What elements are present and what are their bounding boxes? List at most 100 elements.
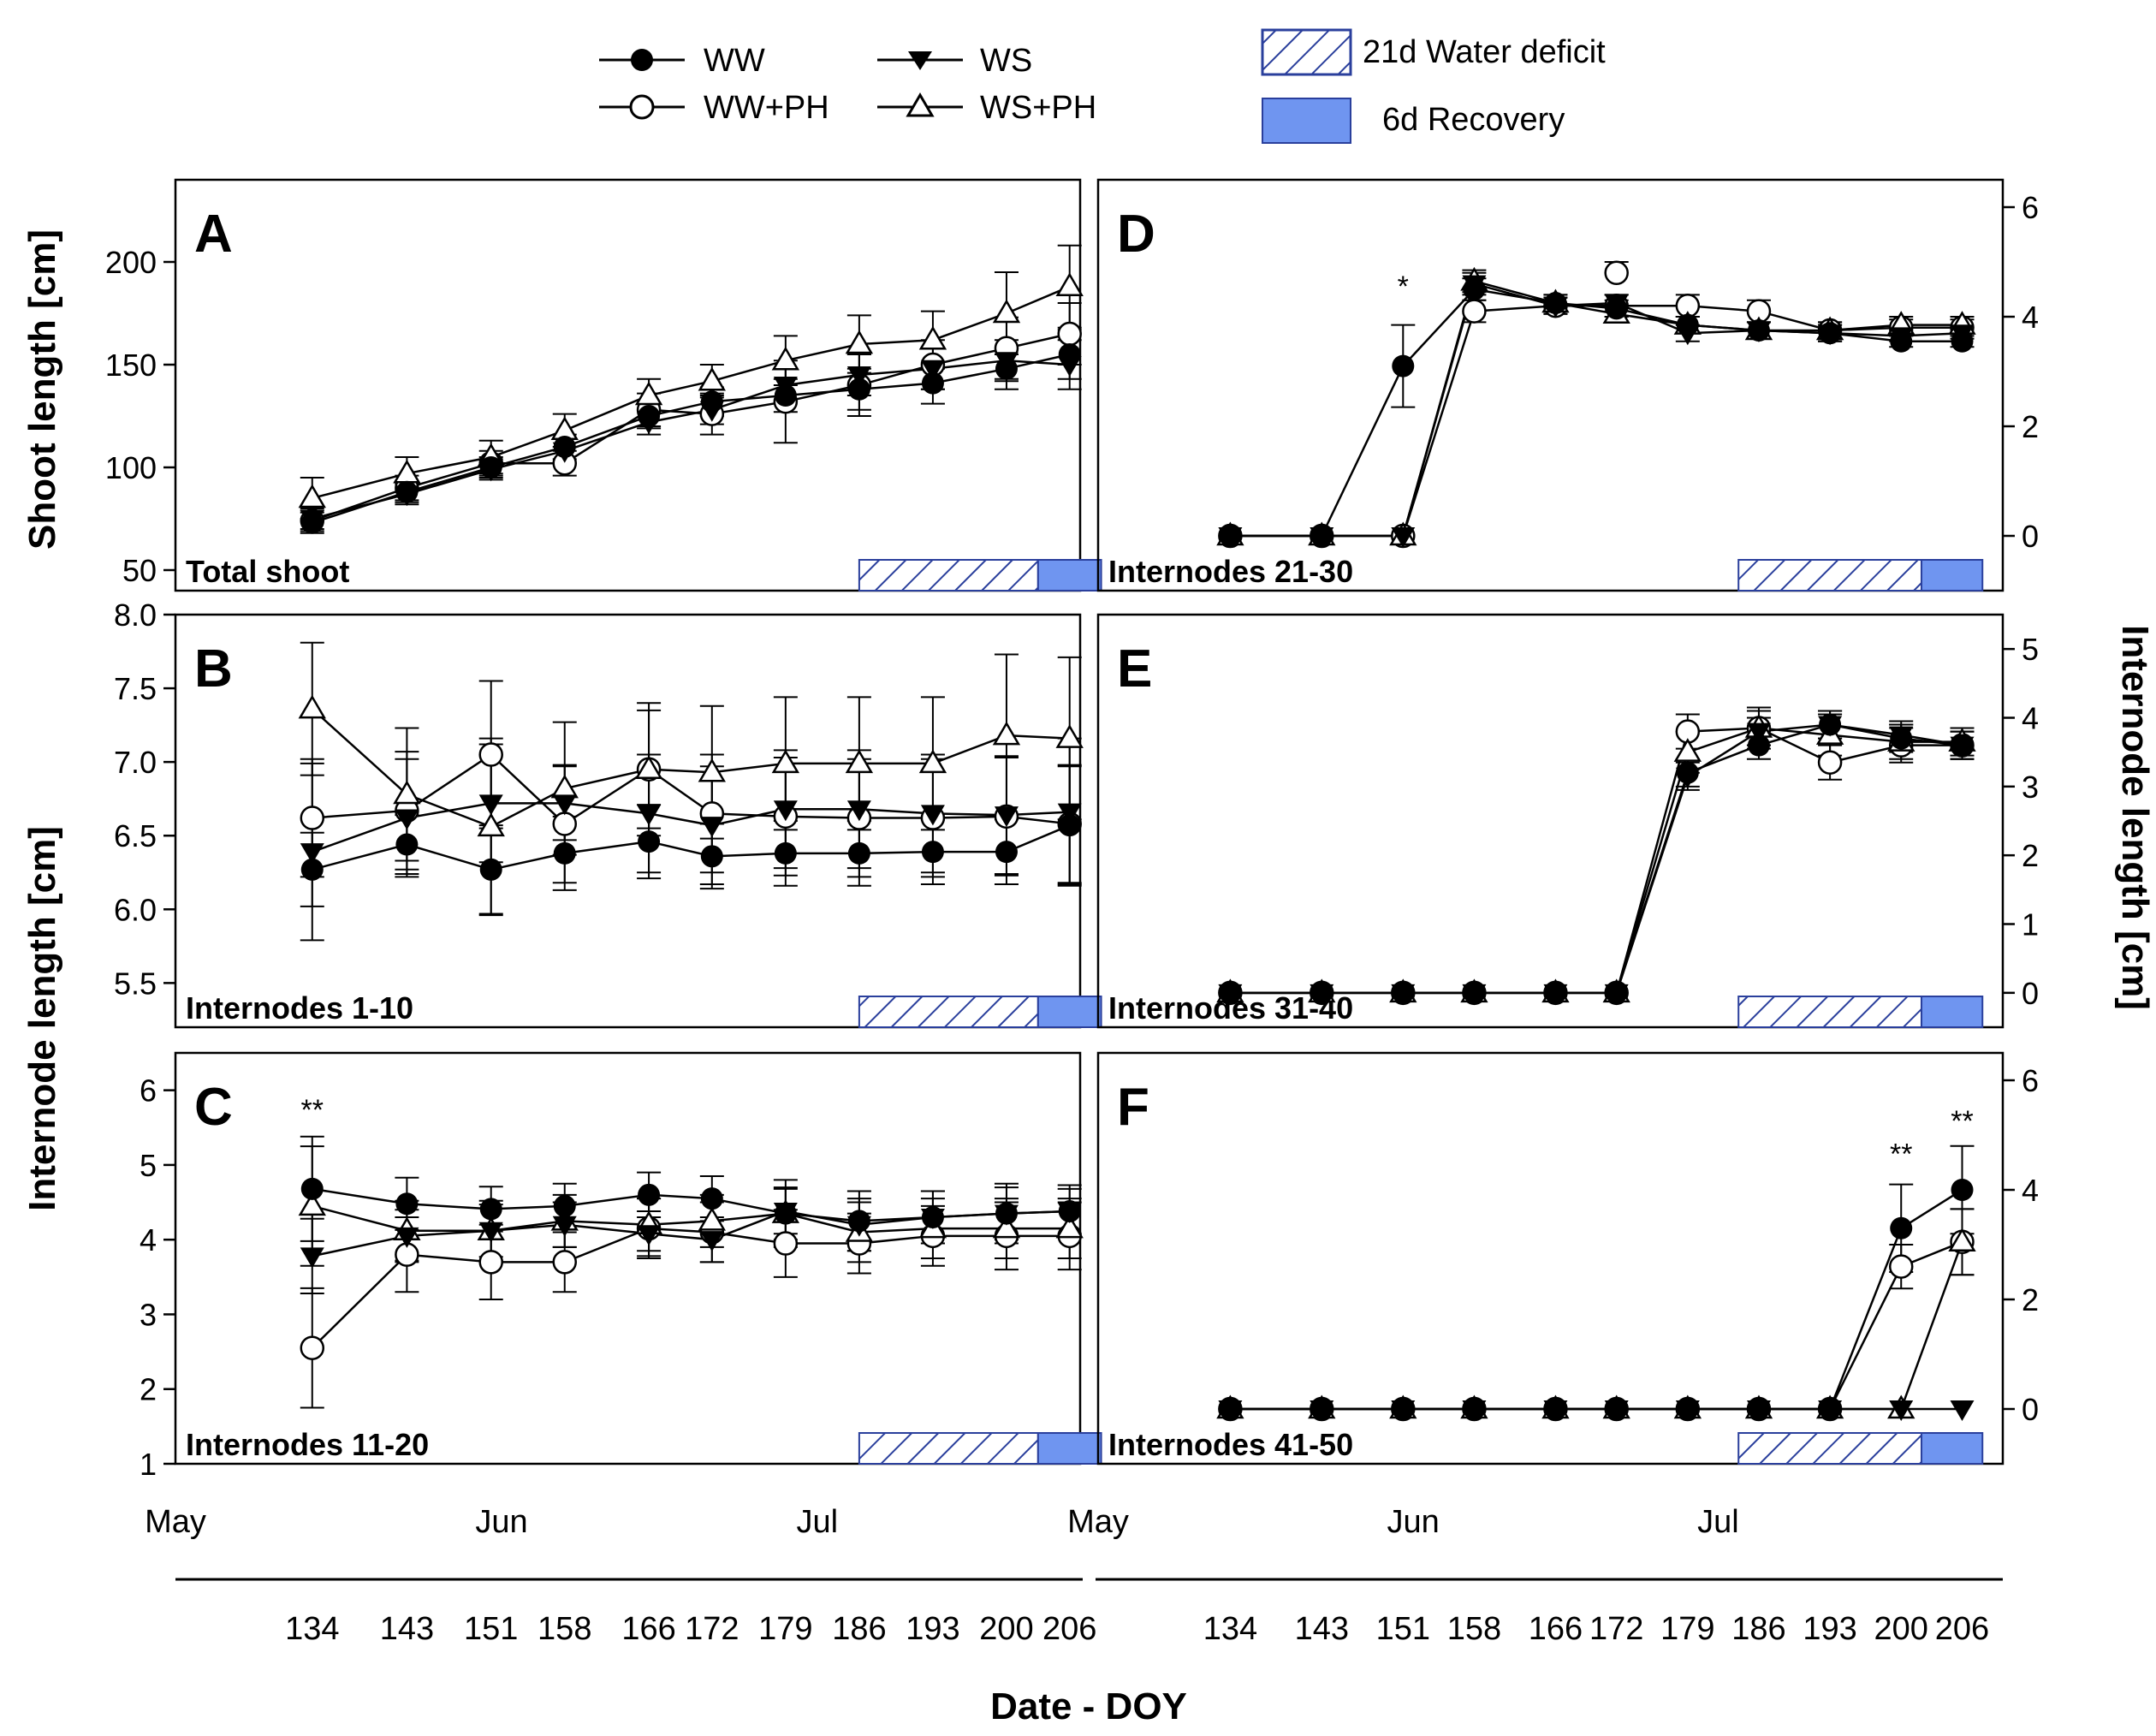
marker-ww-ph bbox=[1888, 1254, 1914, 1279]
marker-ww bbox=[638, 405, 661, 427]
series-line-ww-ph bbox=[312, 332, 1070, 522]
marker-ws-ph bbox=[771, 346, 800, 371]
doy-label-left: 166 bbox=[621, 1611, 675, 1647]
marker-ww bbox=[1951, 1179, 1974, 1201]
marker-ww bbox=[1219, 525, 1242, 547]
marker-ws-ph bbox=[698, 758, 727, 782]
month-label-right: May bbox=[1067, 1504, 1129, 1540]
marker-ww bbox=[553, 436, 576, 458]
series-line-ww bbox=[1230, 1188, 1963, 1411]
marker-ws-ph bbox=[845, 330, 874, 354]
marker-ws-ph bbox=[393, 780, 421, 805]
series-line-ww bbox=[1230, 723, 1963, 995]
recovery-bar bbox=[1036, 996, 1102, 1028]
marker-ww bbox=[847, 378, 870, 401]
marker-ws bbox=[994, 806, 1019, 828]
recovery-bar bbox=[1920, 559, 1984, 592]
doy-label-left: 179 bbox=[758, 1611, 812, 1647]
legend-label-ws-ph: WS+PH bbox=[980, 90, 1096, 126]
marker-ws-ph bbox=[992, 299, 1021, 324]
marker-ws-ph bbox=[992, 1214, 1021, 1239]
panel-frame bbox=[174, 178, 1082, 592]
doy-label-right: 143 bbox=[1295, 1611, 1349, 1647]
marker-ws-ph bbox=[992, 721, 1021, 746]
marker-ws bbox=[395, 809, 419, 830]
marker-ww bbox=[1310, 525, 1333, 547]
marker-ws-ph bbox=[918, 749, 947, 774]
marker-ww bbox=[638, 1183, 661, 1206]
month-label-left: Jul bbox=[796, 1504, 838, 1540]
y-tick-label: 6 bbox=[2022, 1063, 2039, 1098]
marker-ws-ph bbox=[1055, 272, 1084, 297]
marker-ws-ph bbox=[634, 381, 663, 406]
marker-ws bbox=[846, 800, 871, 822]
doy-label-right: 193 bbox=[1803, 1611, 1856, 1647]
legend-label-ww-ph: WW+PH bbox=[704, 90, 829, 126]
marker-ww bbox=[1676, 313, 1699, 336]
y-tick-label: 5.5 bbox=[114, 966, 157, 1001]
doy-label-right: 206 bbox=[1935, 1611, 1989, 1647]
panel-frame bbox=[1096, 1051, 2005, 1465]
y-tick-label: 6 bbox=[2022, 190, 2039, 225]
panel-subtitle: Total shoot bbox=[186, 554, 349, 589]
marker-ws bbox=[920, 360, 945, 381]
doy-label-left: 151 bbox=[464, 1611, 518, 1647]
marker-ww bbox=[1058, 814, 1081, 837]
panel-subtitle: Internodes 41-50 bbox=[1108, 1427, 1353, 1462]
y-tick-label: 3 bbox=[2022, 770, 2039, 805]
x-axis-title: Date - DOY bbox=[990, 1685, 1187, 1727]
marker-ww bbox=[1058, 343, 1081, 366]
marker-ww bbox=[553, 841, 576, 865]
recovery-bar bbox=[1920, 996, 1984, 1028]
marker-ws bbox=[300, 843, 324, 865]
water-deficit-bar bbox=[858, 1432, 1039, 1465]
y-tick-label: 200 bbox=[105, 245, 157, 280]
series-line-ww-ph bbox=[311, 1227, 1070, 1349]
marker-ww-ph bbox=[1462, 299, 1487, 324]
y-tick-label: 1 bbox=[140, 1447, 157, 1482]
water-deficit-bar bbox=[1737, 996, 1922, 1028]
marker-ws bbox=[1391, 527, 1416, 548]
marker-ws-ph bbox=[634, 755, 663, 779]
marker-ww bbox=[1819, 1398, 1842, 1420]
marker-ww bbox=[395, 833, 419, 856]
marker-ww bbox=[847, 1210, 870, 1233]
legend-label-ws: WS bbox=[980, 43, 1032, 79]
panel-d: 0 2 4 6 D Internodes 21-30 * bbox=[1096, 178, 2039, 592]
month-label-left: May bbox=[145, 1504, 206, 1540]
series-line-ws-ph bbox=[312, 1204, 1070, 1234]
marker-ww bbox=[300, 511, 324, 534]
marker-ww bbox=[1310, 981, 1333, 1004]
series-line-ww-ph bbox=[1230, 1240, 1963, 1411]
water-deficit-bar bbox=[1737, 1432, 1922, 1465]
marker-ws-ph bbox=[298, 694, 326, 719]
marker-ww-ph bbox=[478, 742, 503, 767]
doy-label-left: 186 bbox=[832, 1611, 886, 1647]
legend-item-recovery: 6d Recovery bbox=[1262, 98, 1565, 144]
marker-ww bbox=[1747, 319, 1770, 342]
legend-item-ws: WS bbox=[877, 43, 1032, 79]
y-tick-label: 4 bbox=[2022, 300, 2039, 335]
month-label-right: Jul bbox=[1697, 1504, 1739, 1540]
legend-item-ws-ph: WS+PH bbox=[877, 90, 1096, 126]
panel-f: 0 2 4 6 F Internodes 41-50 ** ** bbox=[1096, 1051, 2039, 1465]
marker-ws bbox=[552, 1216, 577, 1237]
marker-ww bbox=[1219, 1398, 1242, 1420]
marker-ww bbox=[1463, 981, 1486, 1004]
marker-ww bbox=[1392, 981, 1415, 1004]
marker-ws bbox=[920, 805, 945, 826]
doy-label-right: 200 bbox=[1874, 1611, 1928, 1647]
doy-label-left: 200 bbox=[979, 1611, 1033, 1647]
marker-ww bbox=[1544, 1398, 1567, 1420]
doy-label-right: 166 bbox=[1529, 1611, 1583, 1647]
doy-label-right: 158 bbox=[1447, 1611, 1501, 1647]
panel-subtitle: Internodes 1-10 bbox=[186, 990, 413, 1026]
marker-ws bbox=[1057, 803, 1082, 824]
marker-ws bbox=[1950, 1400, 1975, 1421]
marker-ww bbox=[921, 841, 944, 864]
y-tick-label: 6.5 bbox=[114, 818, 157, 853]
marker-ws bbox=[699, 817, 724, 838]
